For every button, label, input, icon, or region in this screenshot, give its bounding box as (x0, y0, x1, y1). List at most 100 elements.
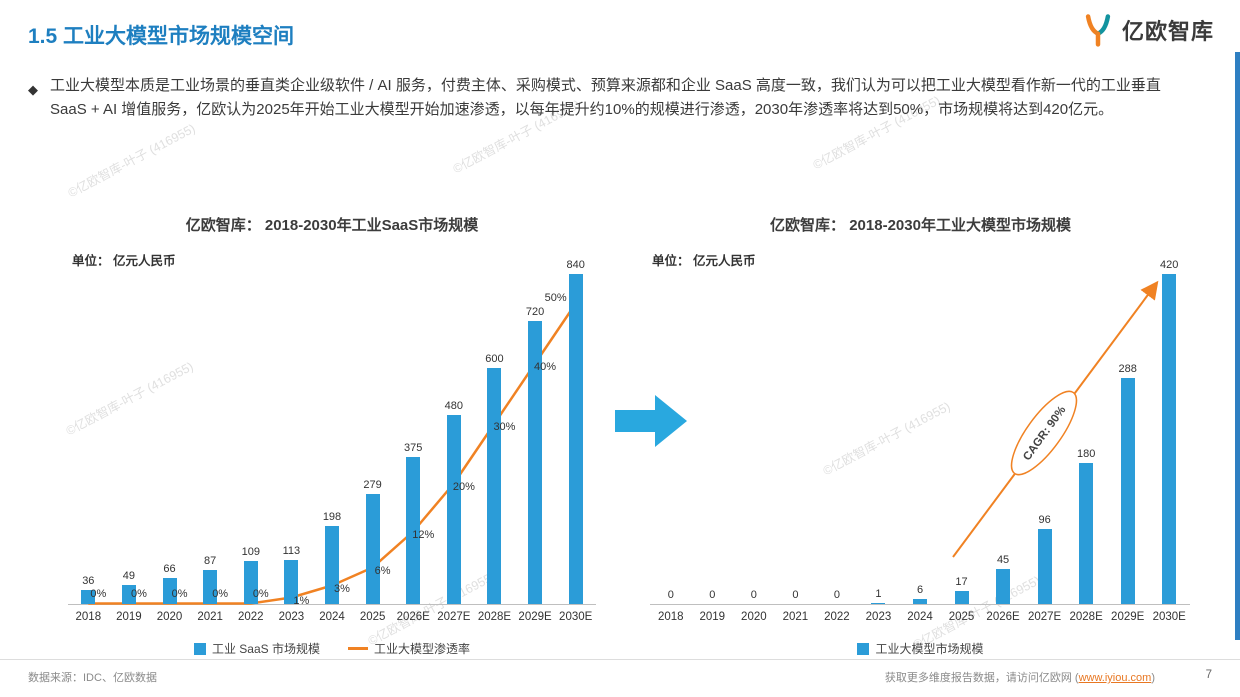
intro-paragraph: ◆ 工业大模型本质是工业场景的垂直类企业级软件 / AI 服务，付费主体、采购模… (28, 74, 1200, 122)
footer-cta-suffix: ) (1151, 672, 1155, 684)
bar-2023 (871, 603, 886, 604)
penetration-pct-label: 6% (374, 564, 391, 577)
x-axis-label: 2018 (657, 611, 684, 623)
x-axis-label: 2028E (1069, 611, 1103, 623)
unit-label: 单位： 亿元人民币 (652, 254, 756, 268)
bullet-diamond-icon: ◆ (28, 82, 38, 97)
bar-value-label: 288 (1118, 363, 1137, 375)
bar-value-label: 420 (1160, 259, 1179, 271)
penetration-pct-label: 12% (412, 528, 435, 541)
chart-title: 亿欧智库： 2018-2030年工业SaaS市场规模 (185, 217, 479, 234)
x-axis-label: 2030E (1152, 611, 1186, 623)
x-axis-label: 2026E (986, 611, 1020, 623)
legend-label: 工业大模型市场规模 (875, 642, 984, 656)
penetration-pct-label: 0% (90, 587, 107, 600)
bar-2018 (81, 590, 96, 604)
bar-value-label: 480 (444, 400, 464, 412)
legend-item-penetration: 工业大模型渗透率 (348, 640, 470, 657)
bar-value-label: 36 (82, 575, 95, 587)
x-axis-label: 2020 (156, 611, 183, 623)
bar-2028E (1079, 463, 1094, 604)
bar-swatch-icon (857, 642, 870, 655)
transition-arrow-icon (615, 395, 687, 447)
bar-value-label: 6 (916, 584, 924, 596)
x-axis-label: 2018 (75, 611, 102, 623)
x-axis-label: 2025 (948, 611, 975, 623)
bar-2026E (406, 457, 421, 604)
penetration-pct-label: 1% (293, 594, 310, 607)
bar-2021 (203, 570, 218, 604)
legend-item-large-model: 工业大模型市场规模 (857, 640, 984, 657)
bar-value-label: 17 (955, 576, 968, 588)
bar-value-label: 49 (122, 570, 136, 582)
bar-value-label: 0 (833, 589, 840, 601)
x-axis-label: 2021 (782, 611, 809, 623)
eo-intelligence-logo: 亿欧智库 (1080, 12, 1214, 48)
bar-value-label: 113 (282, 545, 301, 557)
penetration-pct-label: 0% (171, 587, 188, 600)
x-axis-label: 2021 (197, 611, 223, 623)
bar-2019 (121, 585, 136, 604)
bar-2025 (954, 591, 969, 604)
legend-label: 工业大模型渗透率 (374, 642, 471, 656)
bar-value-label: 840 (566, 259, 585, 271)
x-axis-label: 2029E (518, 611, 552, 623)
x-axis-label: 2027E (1027, 611, 1062, 623)
plot-area: 36 2018 49 2019 66 2020 87 2021 109 2022 113 2023 19… (68, 259, 596, 623)
plot-area: CAGR: 90% 0 2018 0 2019 0 2020 0 2021 0 2022 1 2023… (650, 259, 1190, 623)
large-model-market-chart: 亿欧智库： 2018-2030年工业大模型市场规模 单位： 亿元人民币 CAGR… (638, 212, 1203, 664)
bar-2023 (284, 560, 299, 604)
x-axis-label: 2019 (116, 611, 142, 623)
right-chart-legend: 工业大模型市场规模 (638, 640, 1203, 657)
page-title: 1.5 工业大模型市场规模空间 (28, 25, 295, 48)
bar-2030E (1162, 274, 1177, 604)
bar-2029E (528, 321, 543, 604)
penetration-pct-label: 0% (130, 587, 147, 600)
bar-value-label: 600 (485, 353, 504, 365)
chart-title: 亿欧智库： 2018-2030年工业大模型市场规模 (770, 217, 1071, 234)
penetration-pct-label: 20% (452, 480, 475, 493)
bar-value-label: 45 (996, 554, 1010, 566)
bar-value-label: 0 (709, 589, 716, 601)
x-axis-label: 2023 (278, 611, 305, 623)
x-axis-label: 2020 (741, 611, 767, 623)
footer-cta: 获取更多维度报告数据，请访问亿欧网 (www.iyiou.com) (885, 669, 1155, 685)
bar-value-label: 180 (1076, 448, 1096, 460)
bar-value-label: 66 (163, 563, 176, 575)
x-axis-label: 2030E (559, 611, 593, 623)
saas-market-chart: 亿欧智库： 2018-2030年工业SaaS市场规模 单位： 亿元人民币 36 2… (58, 212, 606, 664)
footer-source: 数据来源：IDC、亿欧数据 (28, 672, 157, 684)
x-axis-label: 2027E (437, 611, 471, 623)
iyiou-link[interactable]: www.iyiou.com (1078, 672, 1152, 684)
bar-2025 (365, 494, 380, 604)
bar-value-label: 0 (667, 589, 674, 601)
bar-2027E (1037, 529, 1052, 604)
bar-2024 (325, 526, 339, 604)
bar-swatch-icon (193, 642, 206, 655)
unit-label: 单位： 亿元人民币 (72, 254, 176, 268)
bar-2020 (162, 578, 177, 604)
bar-value-label: 198 (322, 511, 342, 523)
penetration-pct-label: 40% (534, 360, 557, 373)
x-axis-label: 2019 (699, 611, 726, 623)
bar-2030E (568, 274, 583, 604)
x-axis-label: 2025 (359, 611, 386, 623)
bar-value-label: 1 (875, 588, 882, 600)
footer-cta-prefix: 获取更多维度报告数据，请访问亿欧网 ( (884, 672, 1079, 684)
legend-label: 工业 SaaS 市场规模 (211, 642, 320, 656)
intro-text: 工业大模型本质是工业场景的垂直类企业级软件 / AI 服务，付费主体、采购模式、… (50, 77, 1161, 118)
bar-value-label: 279 (363, 479, 382, 491)
penetration-pct-label: 3% (334, 582, 350, 595)
left-chart-legend: 工业 SaaS 市场规模 工业大模型渗透率 (58, 640, 606, 657)
bar-value-label: 96 (1038, 514, 1051, 526)
footer-divider (0, 659, 1240, 660)
watermark: ©亿欧智库-叶子 (416955) (65, 121, 198, 201)
bar-2028E (487, 368, 502, 604)
logo-text: 亿欧智库 (1121, 19, 1214, 44)
cagr-arrow-overlay: CAGR: 90% (952, 280, 1159, 558)
eo-logo-icon (1085, 14, 1111, 47)
page-number: 7 (1205, 669, 1212, 681)
penetration-pct-label: 0% (212, 587, 229, 600)
x-axis-label: 2022 (824, 611, 850, 623)
